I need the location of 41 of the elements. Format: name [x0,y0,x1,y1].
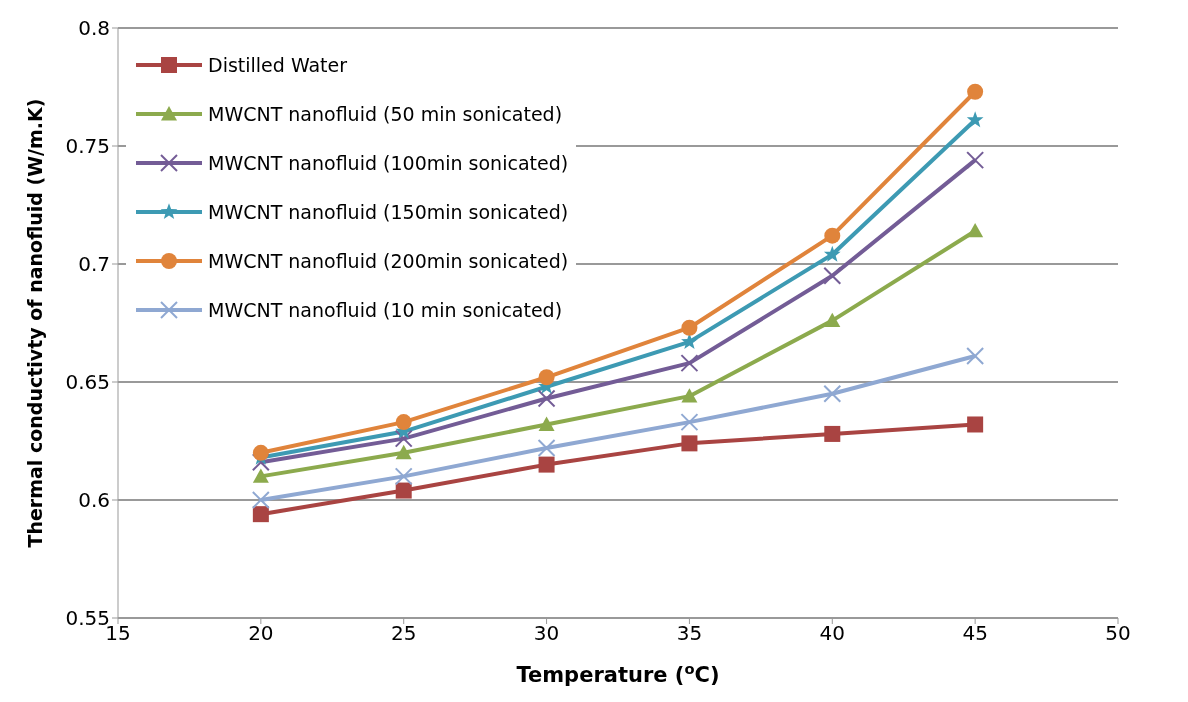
y-axis-title: Thermal conductivty of nanofluid (W/m.K) [24,98,46,548]
point [252,468,269,483]
legend-label: MWCNT nanofluid (10 min sonicated) [208,298,563,321]
point [395,482,412,499]
legend-label: MWCNT nanofluid (100min sonicated) [208,151,569,174]
y-tick-label: 0.65 [65,370,110,395]
point [252,506,269,523]
point [395,414,412,431]
point [681,388,698,403]
point [967,416,984,433]
point [824,425,841,442]
x-tick-label: 30 [533,621,560,646]
point [252,444,269,461]
legend-label: MWCNT nanofluid (150min sonicated) [208,200,569,223]
x-tick-label: 45 [962,621,988,646]
point [823,245,841,262]
x-tick-label: 50 [1105,621,1131,646]
point [966,111,984,128]
x-tick-label: 35 [676,621,703,646]
point [824,227,841,244]
point [681,319,698,336]
y-tick-label: 0.8 [78,16,110,41]
x-tick-label: 40 [819,621,846,646]
legend-label: MWCNT nanofluid (50 min sonicated) [208,102,563,125]
x-tick-label: 25 [390,621,417,646]
point [681,333,698,349]
y-tick-label: 0.6 [78,488,110,513]
point [967,222,984,238]
point [538,369,555,386]
point [681,435,698,452]
y-tick-label: 0.75 [65,134,110,159]
point [395,444,412,460]
legend-label: Distilled Water [208,53,348,76]
point [824,312,841,328]
x-axis-title: Temperature ($^{o}$C) [516,659,720,687]
point [967,83,984,100]
y-tick-label: 0.7 [78,252,110,277]
x-tick-label: 20 [248,621,274,646]
point [538,416,555,431]
legend-label: MWCNT nanofluid (200min sonicated) [208,249,569,272]
point [538,456,555,473]
